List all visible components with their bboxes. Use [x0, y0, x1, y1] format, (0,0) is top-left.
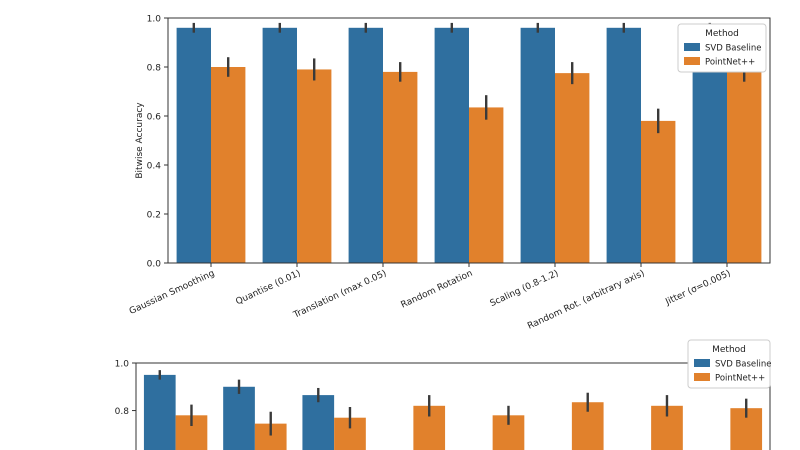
bar-svd-2 [348, 27, 383, 263]
bar-pointnet-3 [469, 107, 504, 263]
plot-area [176, 22, 762, 263]
y-tick-label: 0.6 [147, 113, 162, 123]
y-tick-label: 0.8 [115, 407, 130, 417]
bar-pointnet-6 [727, 71, 762, 263]
legend-title: Method [712, 345, 746, 355]
legend-label: PointNet++ [705, 58, 755, 68]
legend-label: PointNet++ [715, 374, 765, 384]
bar-svd-1 [262, 27, 297, 263]
x-tick-label: Scaling (0.8-1.2) [489, 269, 561, 309]
legend-swatch [694, 359, 710, 367]
x-tick-label: Gaussian Smoothing [128, 269, 216, 317]
legend: Method SVD Baseline PointNet++ [687, 339, 772, 389]
y-axis-label: Bitwise Accuracy [135, 102, 145, 179]
bar-pointnet-0 [211, 67, 246, 263]
bar-pointnet-4 [555, 73, 590, 263]
bar-svd-1 [223, 386, 255, 450]
y-tick-label: 1.0 [115, 360, 130, 370]
legend-swatch [684, 57, 700, 65]
y-tick-label: 0.0 [147, 260, 162, 270]
bar-pointnet-2 [383, 71, 418, 263]
bar-svd-4 [520, 27, 555, 263]
bar-svd-3 [434, 27, 469, 263]
plot-area [143, 370, 763, 450]
x-tick-label: Translation (max 0.05) [291, 269, 388, 321]
bar-svd-2 [302, 395, 335, 450]
y-tick-label: 1.0 [147, 15, 162, 25]
bar-pointnet-5 [641, 120, 676, 263]
y-tick-label: 0.4 [147, 162, 162, 172]
legend-title: Method [705, 29, 739, 39]
legend: Method SVD Baseline PointNet++ [677, 23, 767, 73]
legend-label: SVD Baseline [715, 360, 772, 370]
bar-pointnet-1 [297, 69, 332, 263]
bar-svd-0 [176, 27, 211, 263]
y-tick-label: 0.2 [147, 211, 161, 221]
bar-svd-5 [606, 27, 641, 263]
x-tick-label: Random Rotation [400, 269, 475, 311]
bar-svd-0 [143, 374, 176, 450]
legend-swatch [684, 43, 700, 51]
legend-swatch [694, 373, 710, 381]
legend-label: SVD Baseline [705, 44, 762, 54]
y-tick-label: 0.8 [147, 64, 162, 74]
plot-frame [135, 362, 771, 450]
x-tick-label: Quantise (0.01) [234, 269, 302, 308]
x-tick-label: Jitter (σ=0.005) [663, 269, 732, 308]
chart-2: 0.8 1.0 Method SVD Baseline PointNet++ [115, 339, 772, 450]
chart-1: 0.0 0.2 0.4 0.6 0.8 1.0 Bitwise Accuracy Gaussi… [128, 15, 771, 332]
